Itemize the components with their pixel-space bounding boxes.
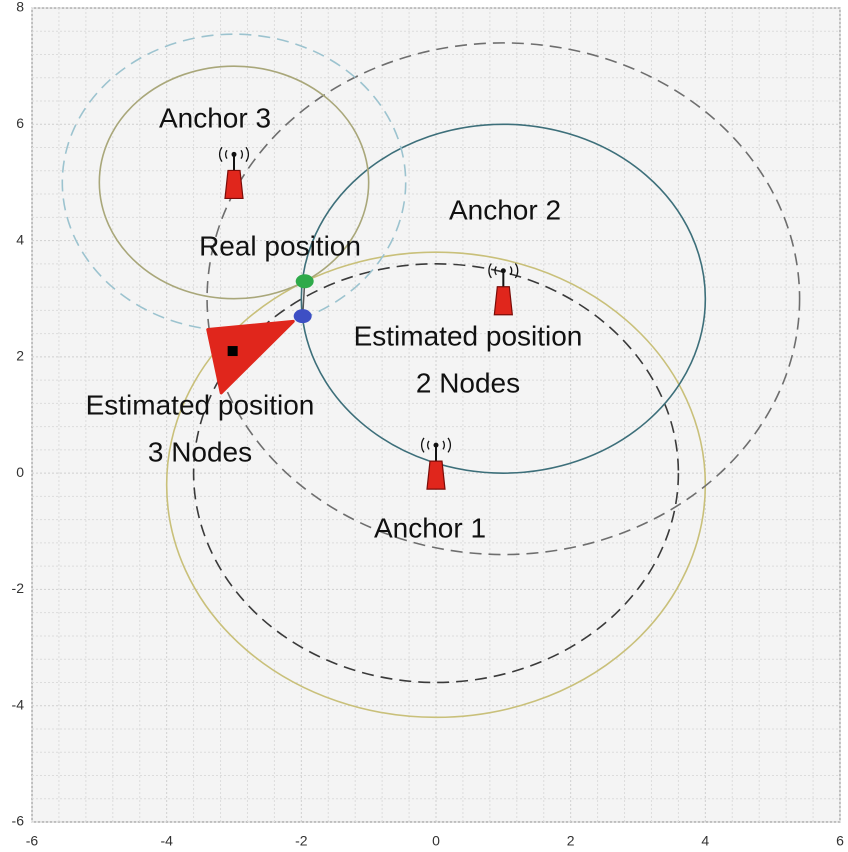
- point-label: Estimated position: [354, 320, 583, 351]
- x-tick-label: 6: [836, 833, 844, 849]
- anchor-wave: [427, 440, 430, 450]
- y-tick-label: 4: [16, 231, 24, 247]
- anchor-wave: [240, 149, 243, 160]
- anchor-wave: [218, 146, 223, 163]
- anchor-wave: [494, 266, 497, 276]
- range-circle: [192, 263, 680, 684]
- anchor-label: Anchor 3: [159, 102, 271, 133]
- anchor-tip: [500, 268, 506, 274]
- estimate-3-nodes: [227, 346, 238, 357]
- point-label: 2 Nodes: [416, 367, 520, 398]
- anchor-wave: [447, 437, 452, 453]
- error-region: [206, 319, 295, 395]
- anchor-body: [493, 286, 514, 316]
- anchor-wave: [514, 263, 519, 279]
- anchor-icon: [218, 146, 250, 200]
- y-tick-label: 8: [16, 0, 24, 15]
- anchor-wave: [509, 266, 513, 276]
- point-label: 3 Nodes: [148, 436, 252, 467]
- anchor-tip: [231, 151, 237, 157]
- point-label: Estimated position: [86, 389, 315, 420]
- range-circle: [98, 65, 370, 300]
- y-tick-label: 0: [16, 464, 24, 480]
- anchor-label: Anchor 2: [449, 194, 561, 225]
- anchor-label: Anchor 1: [374, 512, 486, 543]
- anchor-wave: [488, 263, 492, 279]
- x-tick-label: -2: [295, 833, 308, 849]
- estimate-2-nodes: [293, 309, 312, 324]
- anchor-icon: [488, 263, 519, 316]
- plot-area: [31, 7, 841, 823]
- point-label: Real position: [199, 230, 361, 261]
- x-tick-label: 2: [567, 833, 575, 849]
- anchor-tip: [433, 442, 439, 448]
- range-circle: [165, 251, 707, 719]
- anchor-wave: [420, 437, 425, 453]
- y-tick-label: -2: [12, 580, 25, 596]
- anchor-wave: [245, 146, 250, 163]
- x-tick-label: 0: [432, 833, 440, 849]
- anchor-icon: [420, 437, 452, 490]
- anchor-body: [426, 460, 446, 490]
- y-tick-label: -6: [12, 813, 25, 829]
- range-circle: [206, 42, 801, 556]
- x-tick-label: -6: [26, 833, 39, 849]
- real-position: [295, 274, 314, 289]
- x-tick-label: 4: [701, 833, 709, 849]
- range-circle: [300, 123, 707, 474]
- x-tick-label: -4: [160, 833, 173, 849]
- y-tick-label: 6: [16, 115, 24, 131]
- y-tick-label: 2: [16, 348, 24, 364]
- anchor-wave: [225, 149, 228, 160]
- anchor-wave: [442, 440, 445, 450]
- anchor-body: [224, 169, 244, 200]
- y-tick-label: -4: [12, 696, 25, 712]
